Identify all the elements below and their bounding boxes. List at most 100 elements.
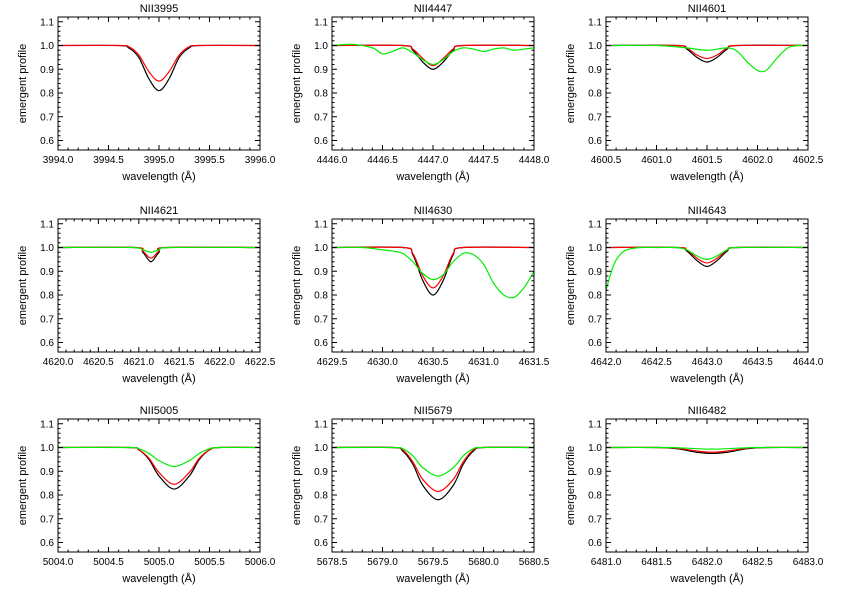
panel-title: NII4643: [688, 205, 727, 217]
plot-frame: [331, 218, 535, 353]
series-line: [606, 44, 808, 73]
x-tick-label: 4622.0: [204, 357, 235, 368]
y-tick-label: 0.8: [40, 491, 54, 502]
y-tick-label: 0.7: [588, 314, 602, 325]
x-tick-label: 4601.5: [692, 155, 723, 166]
y-tick-label: 1.0: [40, 243, 54, 254]
x-tick-label: 4602.5: [793, 155, 824, 166]
y-tick-label: 1.0: [314, 243, 328, 254]
series-line: [58, 44, 260, 92]
y-tick-label: 1.0: [588, 243, 602, 254]
x-tick-label: 4644.0: [793, 357, 824, 368]
panel-title: NII6482: [688, 405, 727, 417]
y-tick-label: 1.0: [588, 443, 602, 454]
spectrum-panel: NII5679 5678.5 5679.0 5679.5 5680.0 5680.5 0.6…: [291, 405, 550, 585]
y-tick-label: 0.7: [588, 112, 602, 123]
y-tick-label: 1.1: [314, 17, 328, 28]
plot-frame: [331, 16, 535, 151]
y-tick-label: 0.8: [588, 89, 602, 100]
x-tick-label: 4621.5: [164, 357, 195, 368]
y-tick-label: 0.6: [40, 136, 54, 147]
y-tick-label: 0.9: [314, 467, 328, 478]
y-tick-label: 0.9: [40, 267, 54, 278]
x-tick-label: 6481.5: [641, 557, 672, 568]
series-line: [606, 44, 808, 63]
series-group: [606, 446, 808, 455]
y-tick-label: 0.9: [314, 65, 328, 76]
x-tick-label: 6482.0: [692, 557, 723, 568]
x-tick-label: 4446.5: [367, 155, 398, 166]
series-line: [332, 44, 534, 67]
y-tick-label: 1.0: [314, 443, 328, 454]
y-tick-label: 0.6: [314, 136, 328, 147]
y-tick-label: 0.8: [588, 291, 602, 302]
y-axis-label: emergent profile: [17, 246, 29, 326]
x-axis-label: wavelength (Å): [121, 372, 195, 385]
y-tick-label: 0.9: [588, 467, 602, 478]
series-group: [332, 246, 534, 299]
x-tick-label: 4630.5: [418, 357, 449, 368]
y-tick-label: 1.1: [40, 219, 54, 230]
x-axis-label: wavelength (Å): [669, 572, 743, 585]
y-tick-label: 0.6: [314, 338, 328, 349]
x-tick-label: 5006.0: [245, 557, 276, 568]
y-tick-label: 0.8: [40, 89, 54, 100]
series-line: [606, 44, 808, 60]
y-tick-label: 0.6: [588, 338, 602, 349]
x-tick-label: 5680.5: [519, 557, 550, 568]
series-line: [332, 446, 534, 477]
x-axis-label: wavelength (Å): [669, 372, 743, 385]
y-tick-label: 0.7: [588, 514, 602, 525]
x-axis-label: wavelength (Å): [121, 572, 195, 585]
y-tick-label: 0.7: [314, 112, 328, 123]
series-group: [606, 44, 808, 73]
x-tick-label: 4601.0: [641, 155, 672, 166]
x-tick-label: 6481.0: [591, 557, 622, 568]
series-line: [606, 246, 808, 268]
series-line: [332, 246, 534, 289]
y-tick-label: 0.9: [314, 267, 328, 278]
x-tick-label: 4629.5: [317, 357, 348, 368]
y-tick-label: 0.9: [588, 267, 602, 278]
series-line: [332, 446, 534, 493]
series-line: [58, 446, 260, 468]
y-tick-label: 0.6: [40, 338, 54, 349]
x-tick-label: 4600.5: [591, 155, 622, 166]
y-tick-label: 0.7: [314, 514, 328, 525]
x-tick-label: 3996.0: [245, 155, 276, 166]
panel-title: NII4630: [414, 205, 453, 217]
series-line: [606, 246, 808, 264]
y-tick-label: 1.1: [314, 419, 328, 430]
y-tick-label: 0.8: [40, 291, 54, 302]
plot-frame: [331, 418, 535, 553]
series-group: [58, 246, 260, 263]
x-tick-label: 4642.0: [591, 357, 622, 368]
plot-frame: [57, 16, 261, 151]
series-line: [606, 446, 808, 453]
x-tick-label: 3995.0: [144, 155, 175, 166]
spectrum-panel: NII5005 5004.0 5004.5 5005.0 5005.5 5006.0 0.6…: [17, 405, 276, 585]
y-axis-label: emergent profile: [17, 446, 29, 526]
y-axis-label: emergent profile: [291, 44, 303, 124]
x-tick-label: 4631.5: [519, 357, 550, 368]
x-tick-label: 6483.0: [793, 557, 824, 568]
x-tick-label: 5004.0: [43, 557, 74, 568]
y-tick-label: 1.0: [40, 41, 54, 52]
x-tick-label: 4643.0: [692, 357, 723, 368]
panel-title: NII5005: [140, 405, 179, 417]
series-line: [58, 246, 260, 253]
panel-title: NII4601: [688, 3, 727, 15]
y-tick-label: 1.1: [588, 219, 602, 230]
series-line: [58, 446, 260, 490]
spectrum-panel: NII3995 3994.0 3994.5 3995.0 3995.5 3996.0 0.6…: [17, 3, 276, 183]
y-tick-label: 0.8: [314, 491, 328, 502]
x-tick-label: 5680.0: [468, 557, 499, 568]
y-tick-label: 0.7: [40, 314, 54, 325]
y-tick-label: 0.7: [314, 314, 328, 325]
y-axis-label: emergent profile: [17, 44, 29, 124]
spectrum-panel: NII4630 4629.5 4630.0 4630.5 4631.0 4631.5 0.6…: [291, 205, 550, 385]
plot-frame: [57, 418, 261, 553]
x-tick-label: 4447.5: [468, 155, 499, 166]
y-tick-label: 0.6: [40, 538, 54, 549]
